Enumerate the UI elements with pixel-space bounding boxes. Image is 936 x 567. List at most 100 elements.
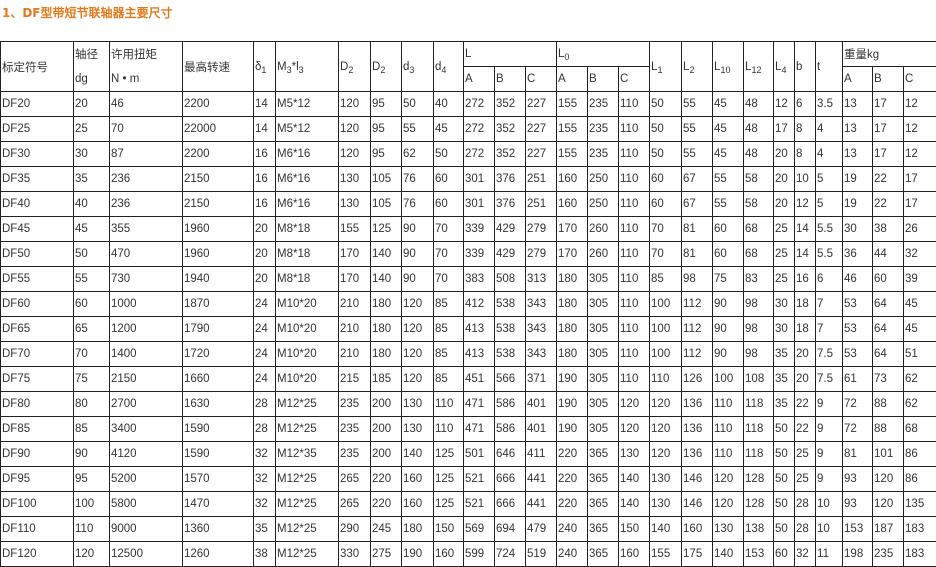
table-cell: 64 [872,291,905,317]
header-delta1-sub: 1 [261,64,267,75]
table-cell: 251 [524,166,558,192]
table-cell: 26 [903,216,936,242]
table-cell: M6*16 [275,166,339,192]
table-cell: 355 [109,216,183,242]
table-cell: 470 [109,241,183,267]
table-cell: 101 [872,441,905,467]
table-cell: 1960 [182,216,254,242]
table-cell: 1000 [109,291,183,317]
table-row: DF60 60 1000 1870 24 M10*20 210 180 120 85 412 538 3… [0,291,936,317]
table-cell: 45 [903,291,936,317]
table-cell: M10*20 [275,291,339,317]
table-cell: 180 [556,316,589,342]
table-cell: 190 [556,416,589,442]
table-cell: 2700 [109,391,183,417]
table-cell: M12*25 [275,491,339,517]
header-t: t [815,41,844,92]
table-row: DF120 120 12500 1260 38 M12*25 330 275 190 160 599… [0,541,936,567]
table-cell: 198 [842,541,874,567]
table-cell: 501 [463,441,495,467]
table-cell: 140 [401,441,434,467]
table-cell: 55 [401,116,434,142]
table-cell: 210 [338,291,371,317]
table-cell: 62 [903,391,936,417]
table-cell: 20 [253,241,276,267]
table-cell: 1960 [182,241,254,267]
table-cell: 118 [743,441,775,467]
table-cell: 120 [401,291,434,317]
header-L0-C: C [618,66,651,92]
table-cell: 110 [618,116,651,142]
table-cell: 65 [73,316,110,342]
table-cell: 12 [903,91,936,117]
table-cell: 19 [842,191,874,217]
table-cell: 70 [433,266,464,292]
table-cell: M5*12 [275,116,339,142]
table-cell: 110 [712,416,745,442]
table-cell: 412 [463,291,495,317]
table-cell: 50 [73,241,110,267]
table-cell: 180 [370,291,402,317]
table-cell: 60 [649,191,683,217]
table-cell: 110 [618,316,651,342]
table-cell: 305 [587,366,620,392]
table-cell: 90 [712,341,745,367]
table-cell: 70 [649,216,683,242]
table-cell: 62 [903,366,936,392]
table-cell: 90 [73,441,110,467]
header-weight-B: B [872,66,905,92]
table-cell: 76 [401,166,434,192]
table-cell: 10 [815,516,844,542]
table-row: DF25 25 70 22000 14 M5*12 120 95 55 45 272 352 227 15… [0,116,936,142]
table-cell: 110 [618,91,651,117]
table-cell: 32 [253,466,276,492]
table-cell: 3.5 [815,91,844,117]
header-L10-sub: 10 [720,64,731,75]
table-cell: 14 [253,91,276,117]
table-cell: 110 [618,166,651,192]
table-cell: 9 [815,441,844,467]
table-cell: 20 [794,366,817,392]
table-cell: 17 [903,191,936,217]
table-cell: 93 [842,491,874,517]
table-cell: 183 [903,516,936,542]
table-cell: M5*12 [275,91,339,117]
table-row: DF55 55 730 1940 20 M8*18 170 140 90 70 383 508 313 1… [0,266,936,292]
table-cell: 190 [401,541,434,567]
section-title: 1、DF型带短节联轴器主要尺寸 [2,6,173,20]
table-cell: 235 [338,391,371,417]
table-cell: 81 [681,241,714,267]
table-cell: 153 [743,541,775,567]
header-D2b: D2 [370,41,402,92]
table-cell: 58 [743,191,775,217]
table-cell: 16 [253,191,276,217]
header-L1: L1 [649,41,683,92]
table-cell: 90 [401,216,434,242]
table-cell: 93 [842,466,874,492]
table-cell: 95 [370,116,402,142]
table-cell: 250 [587,166,620,192]
model-cell: DF20 [0,91,74,117]
table-cell: M8*18 [275,266,339,292]
model-cell: DF25 [0,116,74,142]
table-row: DF110 110 9000 1360 35 M12*25 290 245 180 150 569 6… [0,516,936,542]
table-cell: M12*25 [275,516,339,542]
table-cell: 32 [253,491,276,517]
table-cell: 235 [872,541,905,567]
table-cell: 105 [370,166,402,192]
model-cell: DF45 [0,216,74,242]
table-cell: 227 [524,116,558,142]
table-cell: 12 [773,91,796,117]
table-cell: 352 [494,91,526,117]
table-cell: 646 [494,441,526,467]
table-cell: 8 [794,116,817,142]
table-cell: 60 [73,291,110,317]
table-cell: 87 [109,141,183,167]
table-cell: 112 [681,316,714,342]
table-cell: 125 [370,216,402,242]
table-cell: 108 [743,366,775,392]
table-cell: 200 [370,391,402,417]
table-cell: 128 [743,491,775,517]
table-cell: 110 [649,366,683,392]
table-cell: 136 [681,441,714,467]
